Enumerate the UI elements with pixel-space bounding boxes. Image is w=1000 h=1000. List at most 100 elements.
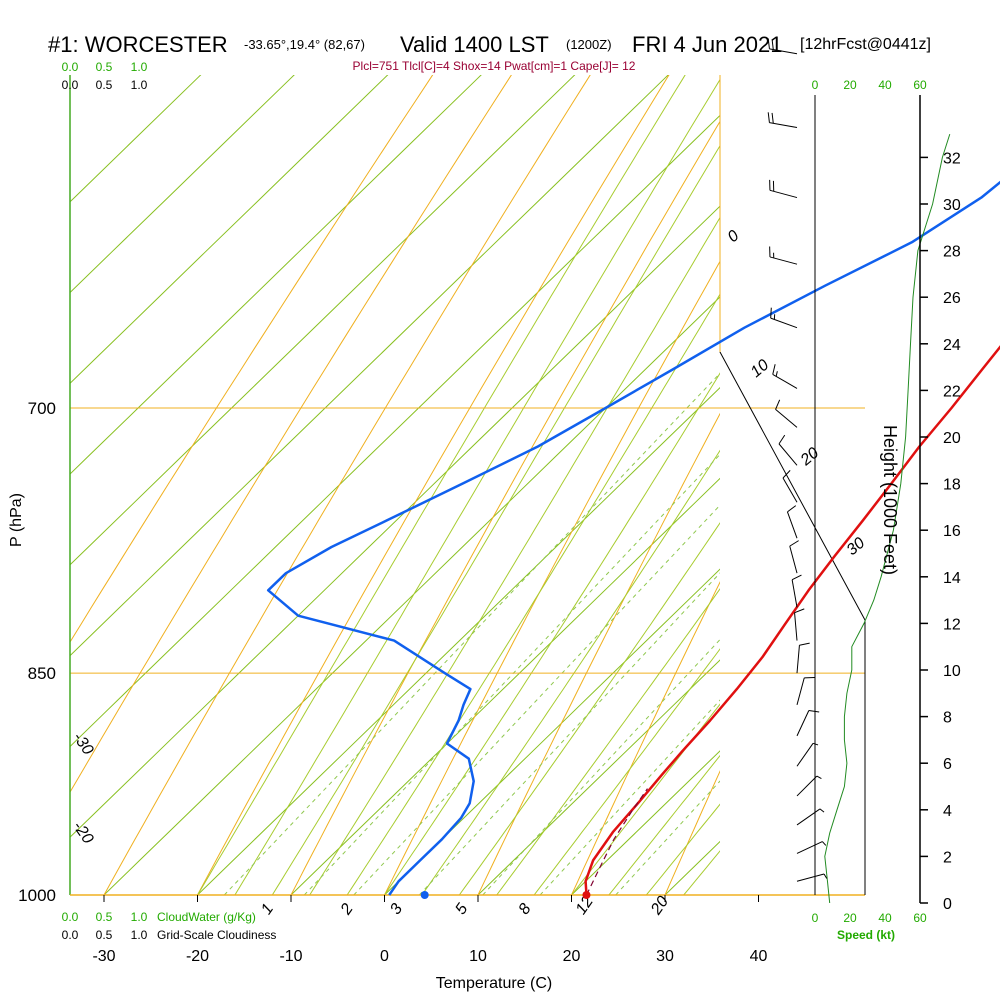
mixing-ratio-line [482, 638, 720, 895]
wind-barb-half [819, 808, 825, 813]
isotherm-line [477, 659, 720, 895]
theta-label: 20 [797, 445, 822, 470]
wind-barb [796, 642, 810, 674]
wind-barb-half [816, 775, 822, 780]
moist-adiabat-line [384, 372, 720, 895]
cloudwater-tick-bottom: 0.5 [96, 910, 113, 924]
wind-barb-staff [769, 48, 798, 55]
wind-barb-half [775, 371, 778, 377]
x-tick-label: 20 [563, 948, 581, 965]
zulu-time: (1200Z) [566, 37, 612, 52]
isotherm-line [70, 75, 389, 385]
wind-barb [767, 112, 798, 129]
dry-adiabat-line [70, 75, 434, 644]
theta-label: 0 [725, 227, 743, 246]
surface-temperature-dot [582, 891, 591, 899]
wind-barb [769, 179, 798, 199]
isotherm-line [70, 75, 669, 657]
x-tick-label: -20 [186, 948, 209, 965]
x-tick-label: -30 [92, 948, 115, 965]
valid-time: Valid 1400 LST [400, 32, 549, 57]
speed-tick-top: 0 [812, 78, 819, 92]
isotherm-line [70, 75, 482, 475]
wind-barb [770, 307, 798, 329]
pressure-label: 1000 [18, 886, 56, 905]
wind-barb [786, 505, 798, 539]
wind-barb-full [794, 608, 805, 614]
wind-barb-staff [796, 775, 818, 797]
dry-adiabat-line [383, 260, 720, 895]
mixing-ratio-label: 20 [647, 893, 672, 918]
wind-barb-staff [769, 189, 798, 199]
x-tick-label: -10 [279, 948, 302, 965]
station-title: #1: WORCESTER [48, 32, 228, 57]
moist-adiabat-line [309, 216, 720, 895]
height-tick-label: 2 [943, 849, 952, 866]
wind-barb-staff [786, 511, 798, 539]
moist-adiabat-line [571, 703, 720, 895]
diagram-background-lines [70, 0, 1000, 962]
wind-barb-staff [770, 317, 798, 329]
wind-barb-half [822, 841, 827, 846]
wind-barb-staff [772, 373, 798, 389]
wind-barb [796, 742, 819, 767]
isotherm-line [197, 387, 720, 895]
wind-barb-full [782, 470, 791, 479]
speed-tick-top: 60 [913, 78, 927, 92]
speed-tick-bottom: 60 [913, 911, 927, 925]
wind-barb-staff [796, 645, 800, 674]
wind-barb-staff [794, 612, 798, 641]
dry-adiabat-line [290, 120, 720, 895]
cloudwater-tick-top: 1.0 [131, 60, 148, 74]
isotherm-line [70, 75, 295, 294]
isotherm-line [384, 568, 720, 895]
moist-adiabat-line [496, 588, 720, 895]
height-tick-label: 22 [943, 383, 961, 400]
forecast-label: [12hrFcst@0441z] [800, 36, 931, 53]
wind-barb-full [791, 574, 802, 581]
wind-barb-full [771, 39, 774, 50]
moist-adiabat-line [271, 144, 720, 895]
height-axis-label: Height (1000 Feet) [880, 425, 900, 575]
wind-barb [794, 608, 805, 641]
moist-adiabat-line [759, 0, 1000, 895]
cloudiness-tick-top: 1.0 [131, 78, 148, 92]
cloudiness-tick-top: 0.5 [96, 78, 113, 92]
pressure-label: 850 [28, 664, 56, 683]
isotherm-line [70, 205, 720, 838]
cloudiness-label: Grid-Scale Cloudiness [157, 928, 276, 942]
mixing-ratio-label: 1 [258, 901, 277, 918]
cloudiness-tick-bottom: 0.5 [96, 928, 113, 942]
wind-barb [796, 808, 825, 826]
height-tick-label: 4 [943, 803, 952, 820]
speed-axis-label: Speed (kt) [837, 928, 895, 942]
wind-barb-full [778, 434, 786, 445]
height-tick-label: 24 [943, 337, 961, 354]
isotherm-line [852, 0, 1000, 895]
wind-barb-staff [769, 256, 798, 265]
dry-adiabat-line [826, 0, 1000, 962]
mixing-ratio-line [353, 504, 720, 895]
speed-tick-bottom: 20 [843, 911, 857, 925]
height-tick-label: 12 [943, 616, 961, 633]
dewpoint-line [266, 180, 1000, 896]
x-axis-label: Temperature (C) [436, 975, 552, 992]
wind-barb-staff [796, 743, 814, 767]
mixing-ratio-label: 2 [337, 901, 357, 919]
wind-barb-staff [789, 545, 798, 574]
wind-barb [796, 841, 827, 854]
sounding-profiles [266, 180, 1000, 899]
wind-barb-full [799, 642, 810, 646]
x-tick-label: 10 [469, 948, 487, 965]
wind-barb-full [767, 112, 770, 123]
speed-tick-top: 20 [843, 78, 857, 92]
height-tick-label: 32 [943, 150, 961, 167]
wind-barb-staff [796, 710, 810, 737]
isotherm-line [70, 75, 576, 566]
wind-barb-staff [791, 579, 798, 608]
stability-params: Plcl=751 Tlcl[C]=4 Shox=14 Pwat[cm]=1 Ca… [353, 59, 636, 73]
station-coords: -33.65°,19.4° (82,67) [244, 37, 365, 52]
dry-adiabat-line [570, 581, 720, 895]
wind-barb [791, 574, 802, 608]
